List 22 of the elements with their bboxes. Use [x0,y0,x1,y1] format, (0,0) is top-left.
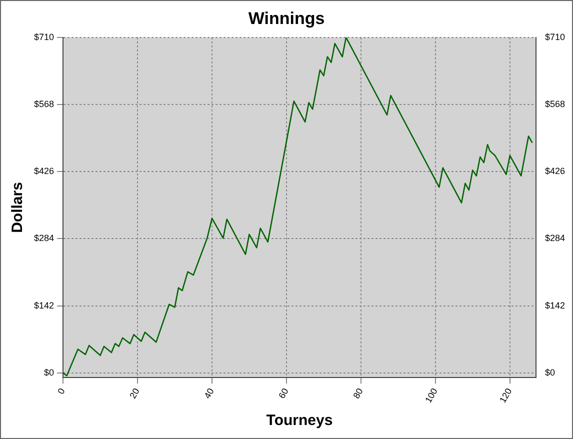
y-tick-label: $426 [34,166,54,176]
y2-tick-label: $142 [544,300,566,310]
chart-title: Winnings [248,8,325,28]
x-tick-label: 20 [128,386,142,400]
y2-tick-label: $0 [544,367,555,378]
x-tick-label: 100 [423,386,440,405]
y2-tick-label: $710 [544,32,566,42]
x-tick-label: 40 [202,386,216,400]
y2-tick-label: $426 [544,166,566,176]
y-tick-label: $710 [34,32,54,42]
x-tick-label: 0 [56,386,67,396]
y-tick-label: $0 [44,367,54,378]
x-tick-label: 80 [351,386,365,400]
x-tick-label: 60 [276,386,290,400]
y-tick-label: $568 [34,98,54,109]
y2-tick-label: $568 [544,98,566,109]
x-axis-title: Tourneys [266,412,333,430]
x-tick-label: 120 [498,386,514,405]
y-tick-label: $142 [34,300,54,310]
y-axis-title: Dollars [9,182,26,233]
y-tick-label: $284 [34,233,54,244]
y2-tick-label: $284 [544,233,566,244]
